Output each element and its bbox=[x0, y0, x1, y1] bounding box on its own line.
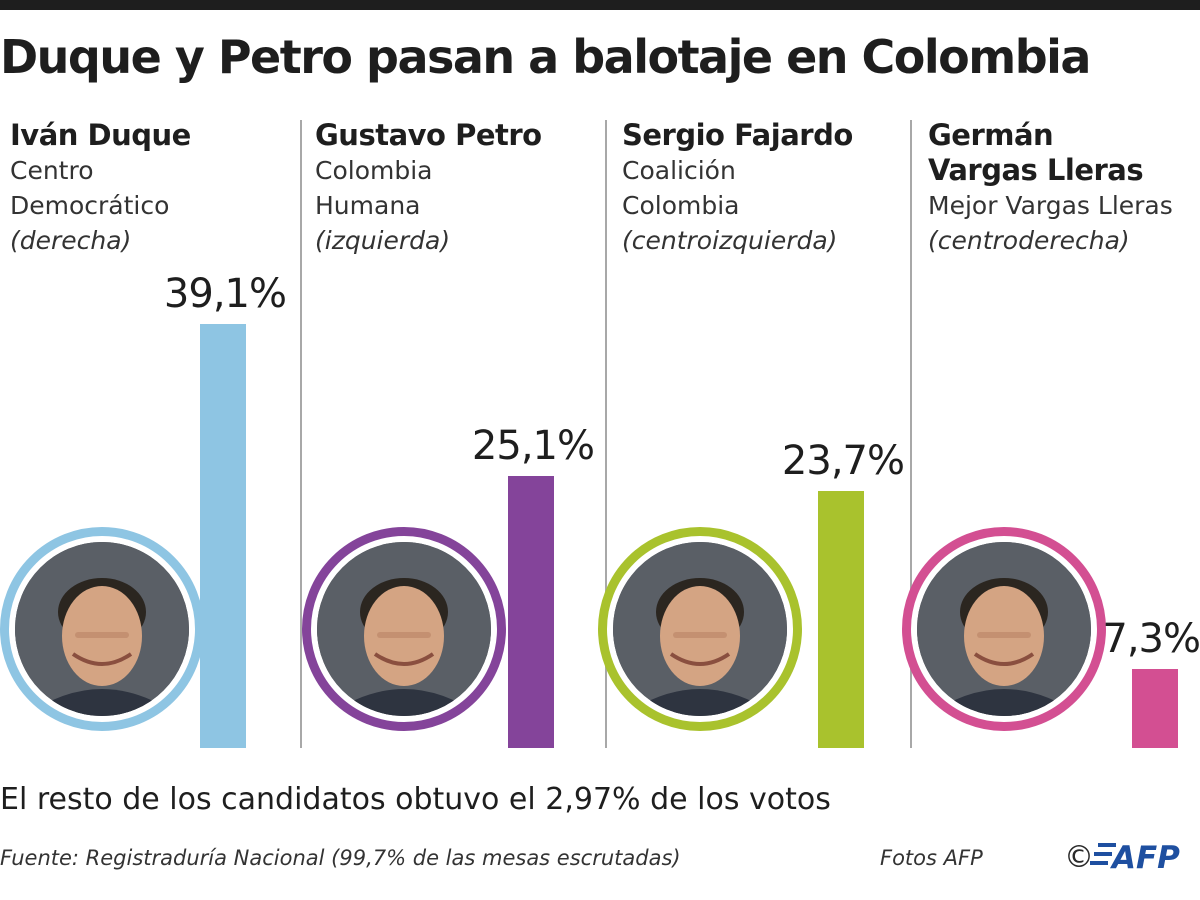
candidate-info: Sergio Fajardo Coalición Colombia (centroiz… bbox=[622, 118, 853, 258]
bar-value-label: 25,1% bbox=[471, 423, 595, 469]
bar bbox=[508, 476, 554, 748]
photo-credit: Fotos AFP bbox=[880, 846, 983, 870]
bar-value-label: 7,3% bbox=[1102, 616, 1200, 662]
candidate-party: Humana bbox=[315, 191, 421, 220]
copyright-symbol: © bbox=[1064, 840, 1094, 875]
afp-logo-stripe bbox=[1098, 843, 1116, 847]
top-rule bbox=[0, 0, 1200, 10]
candidate-name: Sergio Fajardo bbox=[622, 118, 853, 152]
portrait-photo-icon bbox=[917, 542, 1091, 716]
bar bbox=[818, 491, 864, 748]
afp-logo-text: AFP bbox=[1109, 840, 1180, 876]
afp-logo: © AFP bbox=[1064, 840, 1180, 876]
candidate-leaning: (derecha) bbox=[10, 226, 132, 255]
candidate-leaning: (centroizquierda) bbox=[622, 226, 838, 255]
candidate-party: Coalición bbox=[622, 156, 736, 185]
candidate-name: Vargas Lleras bbox=[928, 153, 1144, 187]
bar-value-label: 23,7% bbox=[781, 438, 905, 484]
candidate-info: Gustavo Petro Colombia Humana (izquierda) bbox=[315, 118, 542, 258]
source-note: Fuente: Registraduría Nacional (99,7% de… bbox=[0, 846, 681, 870]
column-divider bbox=[605, 120, 607, 748]
column-divider bbox=[910, 120, 912, 748]
candidate-info: Germán Vargas Lleras Mejor Vargas Lleras (c… bbox=[928, 118, 1173, 258]
candidate-leaning: (centroderecha) bbox=[928, 226, 1130, 255]
footnote-other-candidates: El resto de los candidatos obtuvo el 2,9… bbox=[0, 782, 831, 817]
bar-value-label: 39,1% bbox=[163, 271, 287, 317]
afp-logo-stripe bbox=[1090, 861, 1108, 865]
bar bbox=[1132, 669, 1178, 748]
candidate-name: Germán bbox=[928, 118, 1054, 152]
chart-title: Duque y Petro pasan a balotaje en Colomb… bbox=[0, 30, 1091, 84]
portrait-photo-icon bbox=[15, 542, 189, 716]
candidate-name: Gustavo Petro bbox=[315, 118, 542, 152]
candidate-party: Mejor Vargas Lleras bbox=[928, 191, 1173, 220]
afp-logo-stripe bbox=[1094, 852, 1112, 856]
candidate-photo-ring bbox=[902, 527, 1106, 731]
candidate-info: Iván Duque Centro Democrático (derecha) bbox=[10, 118, 191, 258]
candidate-party: Colombia bbox=[622, 191, 740, 220]
candidate-name: Iván Duque bbox=[10, 118, 191, 152]
portrait-photo-icon bbox=[613, 542, 787, 716]
portrait-photo-icon bbox=[317, 542, 491, 716]
candidate-leaning: (izquierda) bbox=[315, 226, 451, 255]
candidate-photo-ring bbox=[0, 527, 204, 731]
candidate-party: Centro bbox=[10, 156, 94, 185]
candidate-party: Democrático bbox=[10, 191, 170, 220]
candidate-photo-ring bbox=[598, 527, 802, 731]
candidate-photo-ring bbox=[302, 527, 506, 731]
bar bbox=[200, 324, 246, 748]
candidate-party: Colombia bbox=[315, 156, 433, 185]
column-divider bbox=[300, 120, 302, 748]
